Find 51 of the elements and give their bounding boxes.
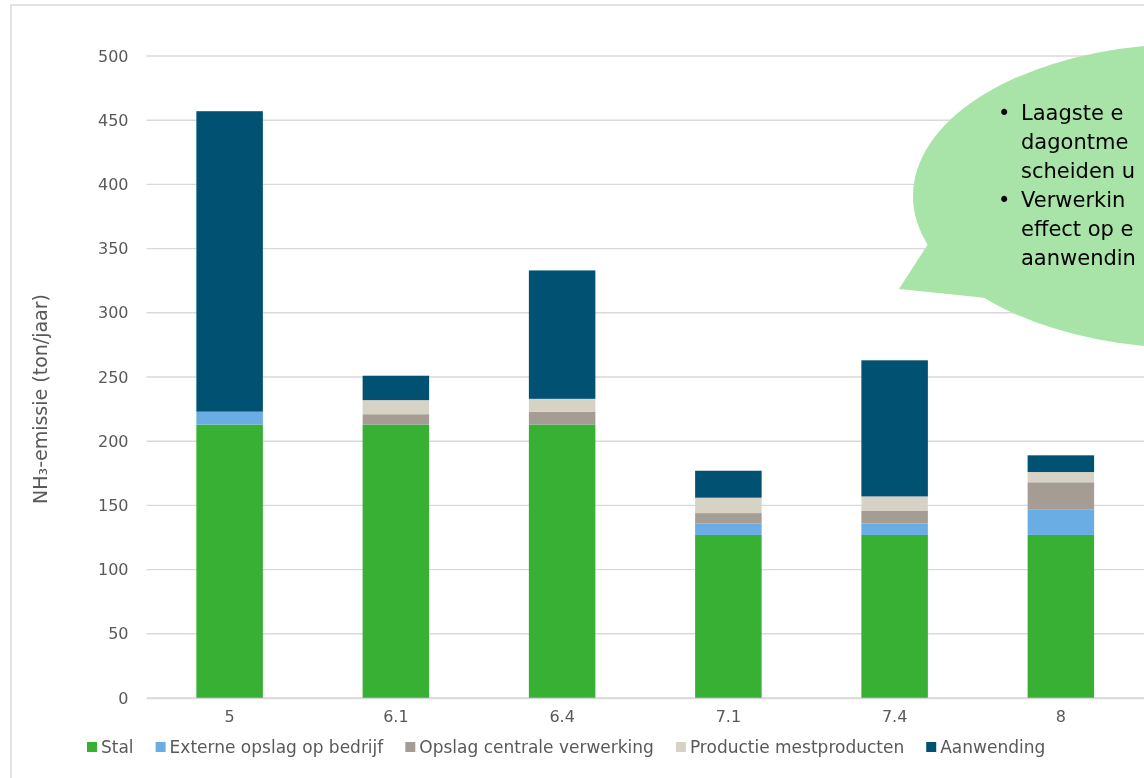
bar xyxy=(1027,455,1095,473)
bar xyxy=(528,398,596,412)
bar xyxy=(695,523,762,535)
bar xyxy=(695,513,762,524)
bar xyxy=(362,375,430,401)
bar xyxy=(695,470,762,498)
x-tick-label: 6.4 xyxy=(549,707,575,727)
bar xyxy=(861,523,928,535)
legend-label: Aanwending xyxy=(940,736,1046,757)
y-tick-label: 500 xyxy=(97,46,129,66)
legend-label: Productie mestproducten xyxy=(689,736,905,757)
bar xyxy=(1027,482,1095,510)
y-tick-label: 200 xyxy=(97,431,129,451)
y-tick-label: 0 xyxy=(118,688,129,708)
bar xyxy=(196,424,263,698)
y-tick-label: 450 xyxy=(97,110,129,130)
bar xyxy=(528,270,596,399)
bar xyxy=(861,510,928,524)
y-tick-label: 50 xyxy=(108,624,129,644)
y-axis-title: NH₃-emissie (ton/jaar) xyxy=(29,294,51,504)
y-tick-label: 350 xyxy=(97,239,129,259)
x-tick-label: 5 xyxy=(224,707,235,727)
bar xyxy=(528,424,596,698)
bar xyxy=(528,411,596,425)
bar xyxy=(695,534,762,698)
bar xyxy=(1027,534,1095,698)
bar xyxy=(362,414,430,425)
annotation: • Verwerkin effect op e aanwendin xyxy=(998,188,1136,270)
x-tick-label: 8 xyxy=(1055,707,1066,727)
legend-label: Opslag centrale verwerking xyxy=(419,736,654,757)
bar xyxy=(196,411,263,425)
x-tick-label: 7.1 xyxy=(715,707,742,727)
bar xyxy=(362,400,430,415)
y-tick-label: 300 xyxy=(97,303,129,323)
x-tick-label: 7.4 xyxy=(881,707,908,727)
legend-label: Stal xyxy=(101,736,134,757)
bar xyxy=(861,496,928,511)
y-tick-label: 100 xyxy=(97,560,129,580)
bar xyxy=(861,534,928,698)
bar xyxy=(861,360,928,497)
legend-label: Externe opslag op bedrijf xyxy=(169,736,385,757)
y-tick-label: 250 xyxy=(97,367,129,387)
bar xyxy=(695,497,762,514)
bar xyxy=(1027,472,1095,483)
annotation: • Laagste e dagontme scheiden u xyxy=(998,101,1136,183)
bar xyxy=(196,111,263,412)
y-tick-label: 400 xyxy=(97,175,129,195)
bar xyxy=(362,424,430,698)
x-tick-label: 6.1 xyxy=(383,707,409,727)
bar xyxy=(1027,509,1095,535)
y-tick-label: 150 xyxy=(97,496,129,516)
